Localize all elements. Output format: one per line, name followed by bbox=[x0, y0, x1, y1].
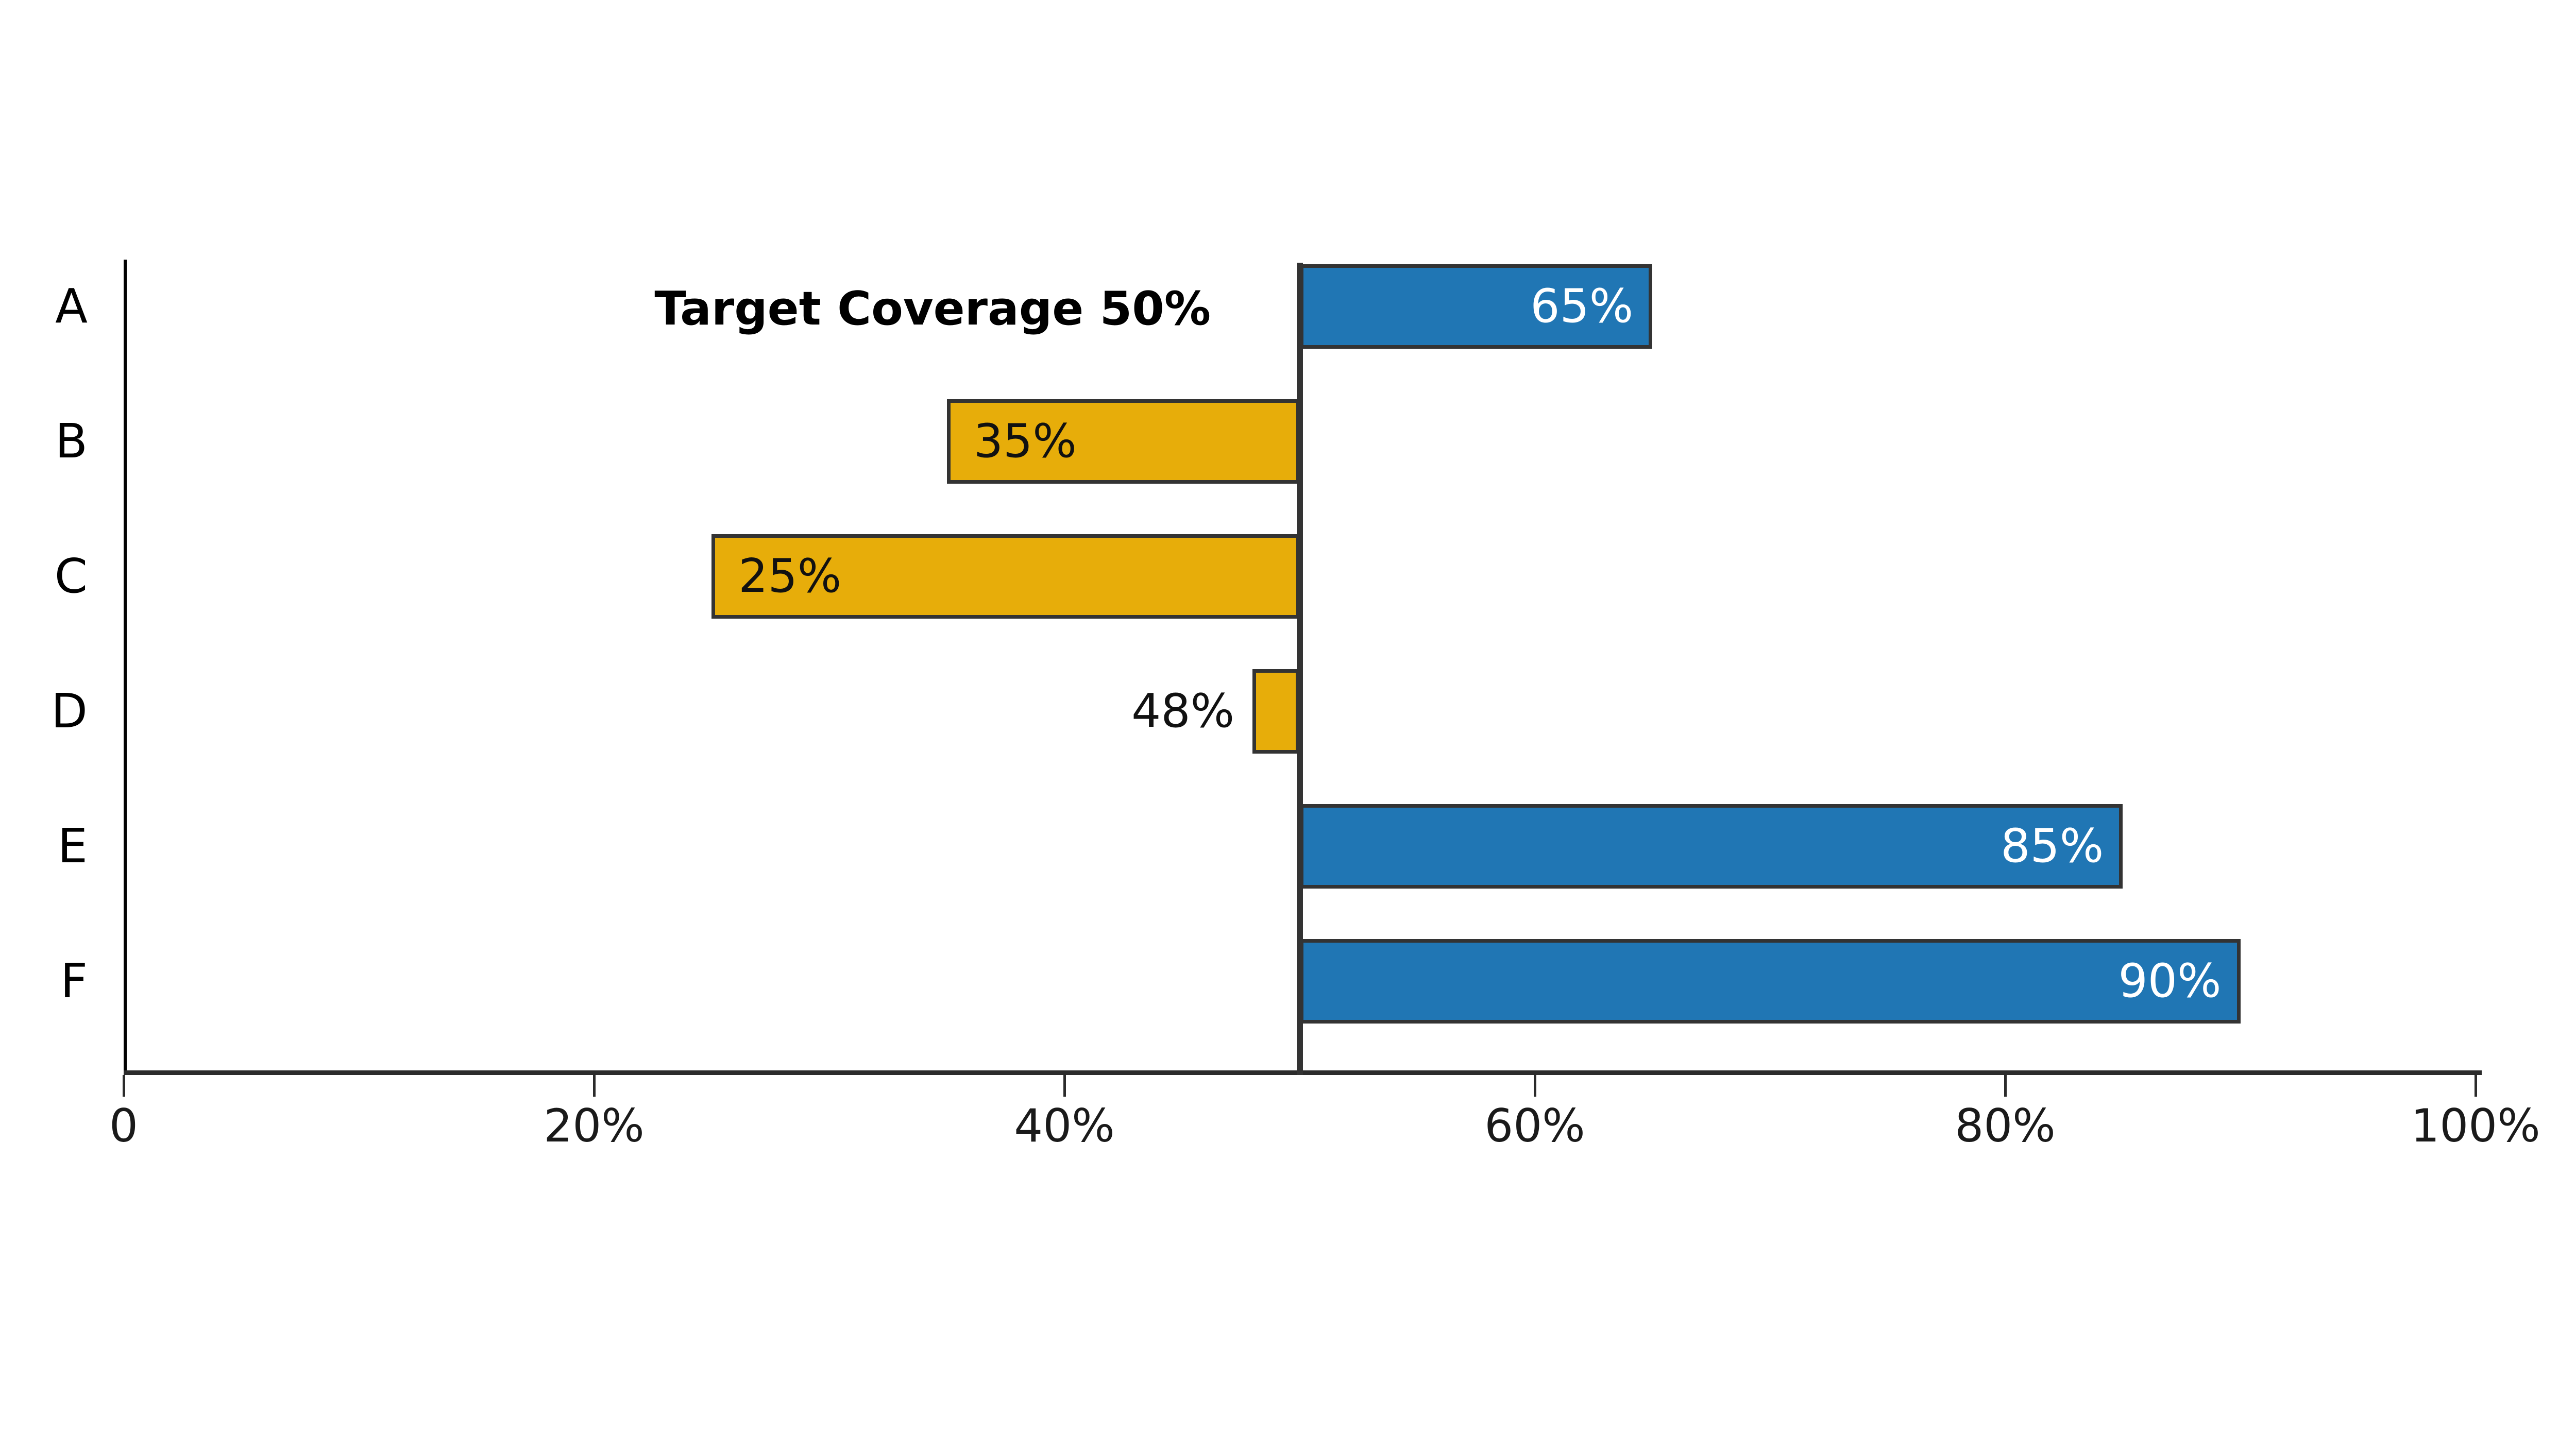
bar-value-label: 65% bbox=[1530, 279, 1634, 333]
x-tick-mark bbox=[2474, 1075, 2477, 1097]
x-tick-mark bbox=[2004, 1075, 2007, 1097]
x-tick-label: 100% bbox=[2411, 1099, 2540, 1152]
category-label: D bbox=[51, 684, 88, 739]
x-tick-label: 0 bbox=[109, 1099, 138, 1152]
bar bbox=[1252, 669, 1300, 754]
bar bbox=[1299, 939, 2241, 1024]
category-label: B bbox=[55, 414, 88, 469]
x-tick-label: 20% bbox=[544, 1099, 645, 1152]
x-tick-mark bbox=[1063, 1075, 1066, 1097]
target-annotation: Target Coverage 50% bbox=[654, 282, 1211, 336]
category-label: E bbox=[57, 819, 88, 874]
bar-value-label: 35% bbox=[973, 414, 1077, 468]
bar bbox=[1299, 264, 1653, 349]
x-tick-label: 60% bbox=[1484, 1099, 1585, 1152]
bar bbox=[1299, 804, 2123, 889]
bar-value-label: 25% bbox=[738, 549, 842, 603]
bar-value-label: 48% bbox=[1131, 684, 1235, 738]
x-tick-label: 80% bbox=[1955, 1099, 2056, 1152]
bar-value-label: 85% bbox=[2001, 819, 2104, 873]
x-tick-mark bbox=[122, 1075, 125, 1097]
x-tick-mark bbox=[592, 1075, 596, 1097]
bar-value-label: 90% bbox=[2118, 954, 2222, 1008]
category-label: C bbox=[54, 549, 88, 604]
bar bbox=[711, 534, 1300, 619]
x-tick-label: 40% bbox=[1014, 1099, 1115, 1152]
x-axis bbox=[124, 1070, 2482, 1075]
y-axis bbox=[124, 260, 127, 1075]
category-label: A bbox=[55, 279, 88, 334]
x-tick-mark bbox=[1533, 1075, 1536, 1097]
category-label: F bbox=[60, 953, 88, 1009]
bar bbox=[946, 399, 1300, 484]
